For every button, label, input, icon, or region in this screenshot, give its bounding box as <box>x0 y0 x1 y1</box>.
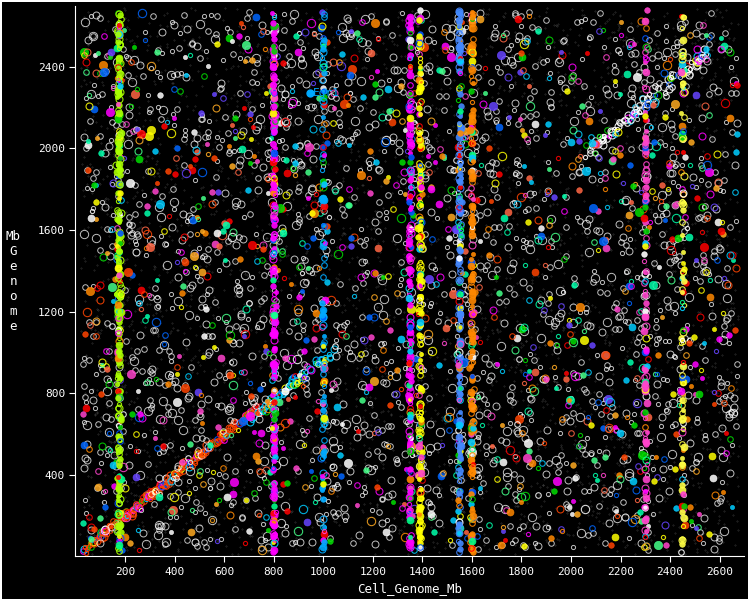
X-axis label: Cell_Genome_Mb: Cell_Genome_Mb <box>358 582 463 596</box>
Text: Egr1: Egr1 <box>314 88 340 99</box>
Y-axis label: Mb
G
e
n
o
m
e: Mb G e n o m e <box>5 230 20 332</box>
